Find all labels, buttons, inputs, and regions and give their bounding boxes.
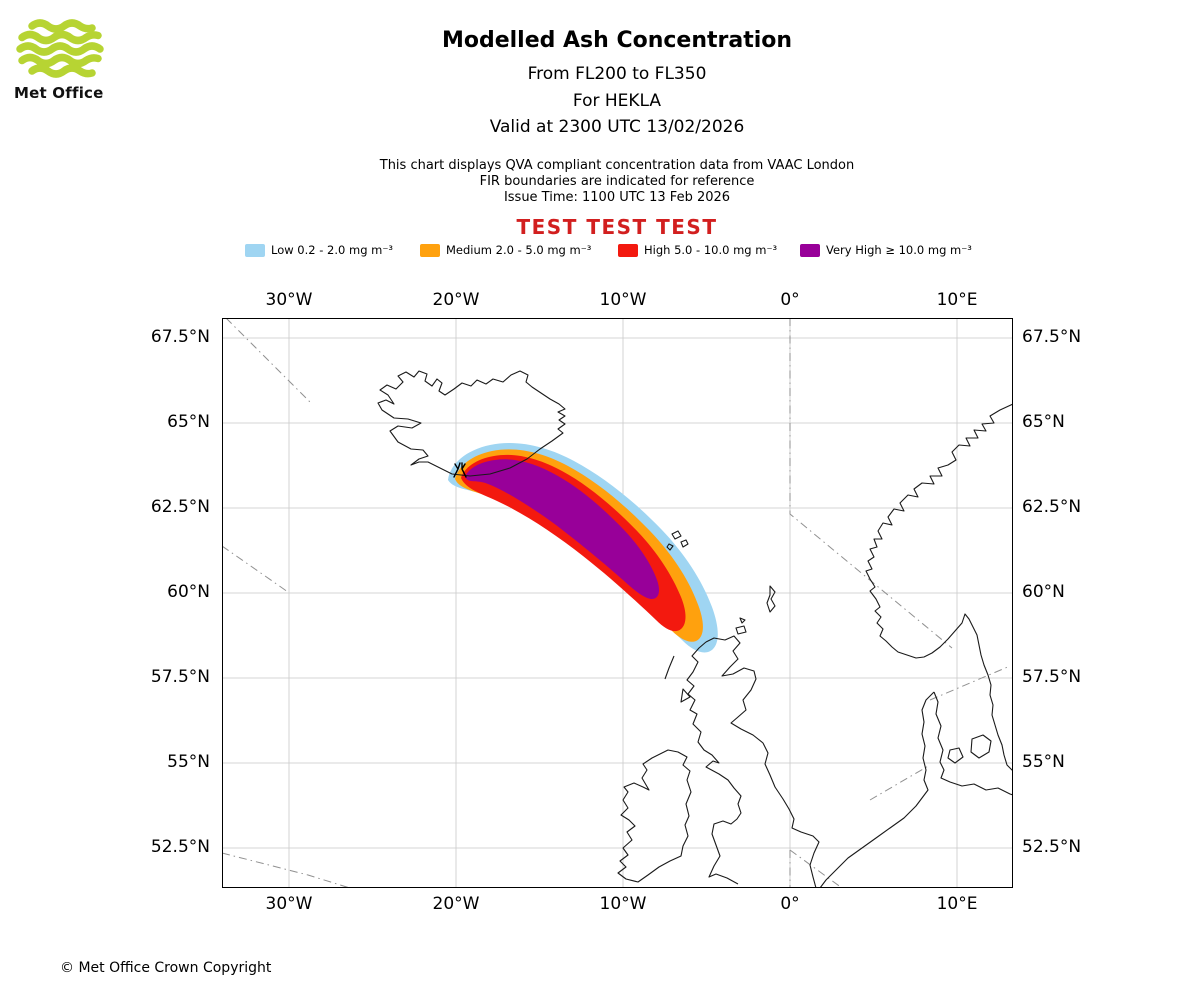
legend-item-very-high: Very High ≥ 10.0 mg m⁻³ [800,242,972,258]
test-banner: TEST TEST TEST [516,215,718,239]
copyright-notice: © Met Office Crown Copyright [60,960,272,976]
legend-swatch-medium [420,243,440,257]
legend-swatch-high [618,243,638,257]
lat-tick-label: 60°N [1022,582,1065,602]
coastline-great-britain [686,635,820,888]
subtitle-flight-levels: From FL200 to FL350 [527,64,707,84]
legend-item-high: High 5.0 - 10.0 mg m⁻³ [618,242,777,258]
fir-boundaries [222,318,1011,888]
lon-tick-label: 10°E [936,894,978,914]
lat-tick-label: 60°N [167,582,210,602]
ash-plume-very-high [465,459,660,599]
legend-label-very-high: Very High ≥ 10.0 mg m⁻³ [826,243,972,257]
legend-swatch-very-high [800,243,820,257]
ash-plume [448,442,718,653]
lon-tick-label: 20°W [432,290,480,310]
graticule [222,318,1013,888]
lon-tick-label: 10°W [599,290,647,310]
lat-tick-label: 67.5°N [150,327,210,347]
coastline-iceland [377,370,566,477]
lon-tick-label: 10°W [599,894,647,914]
lat-tick-label: 67.5°N [1022,327,1082,347]
lon-tick-label: 10°E [936,290,978,310]
coastline-ireland [617,749,692,883]
met-office-logo-icon [16,19,104,78]
coastlines [377,370,1013,888]
lon-tick-label: 30°W [265,894,313,914]
legend-label-medium: Medium 2.0 - 5.0 mg m⁻³ [446,243,592,257]
lat-tick-label: 62.5°N [1022,497,1082,517]
volcano-icon [453,462,467,478]
met-office-logo: Met Office [14,18,124,102]
legend-swatch-low [245,243,265,257]
note-qva: This chart displays QVA compliant concen… [379,158,855,173]
legend-item-low: Low 0.2 - 2.0 mg m⁻³ [245,242,393,258]
lat-tick-label: 55°N [167,752,210,772]
lat-tick-label: 52.5°N [1022,837,1082,857]
subtitle-volcano: For HEKLA [572,91,662,111]
legend-item-medium: Medium 2.0 - 5.0 mg m⁻³ [420,242,591,258]
legend-label-low: Low 0.2 - 2.0 mg m⁻³ [271,243,394,257]
lat-tick-label: 62.5°N [150,497,210,517]
ash-concentration-map [222,318,1013,888]
lat-tick-label: 55°N [1022,752,1065,772]
lat-tick-label: 57.5°N [150,667,210,687]
logo-waves [16,19,104,78]
lon-tick-label: 20°W [432,894,480,914]
coastline-hebrides [664,655,691,703]
lat-tick-label: 65°N [1022,412,1065,432]
note-fir: FIR boundaries are indicated for referen… [479,174,755,189]
map-frame [222,318,1013,888]
coastline-faroe-islands [666,530,689,551]
coastline-orkney-shetland [735,585,776,635]
note-issue-time: Issue Time: 1100 UTC 13 Feb 2026 [503,190,731,205]
lon-tick-label: 30°W [265,290,313,310]
coastline-norway-sweden [865,403,1013,772]
lat-tick-label: 52.5°N [150,837,210,857]
lon-tick-label: 0° [780,290,800,310]
met-office-logo-text: Met Office [14,84,104,102]
lat-tick-label: 65°N [167,412,210,432]
lon-tick-label: 0° [780,894,800,914]
lat-tick-label: 57.5°N [1022,667,1082,687]
coastline-denmark-germany [819,691,1013,888]
subtitle-valid-time: Valid at 2300 UTC 13/02/2026 [489,117,745,137]
legend-label-high: High 5.0 - 10.0 mg m⁻³ [644,243,778,257]
page-title: Modelled Ash Concentration [441,28,793,53]
